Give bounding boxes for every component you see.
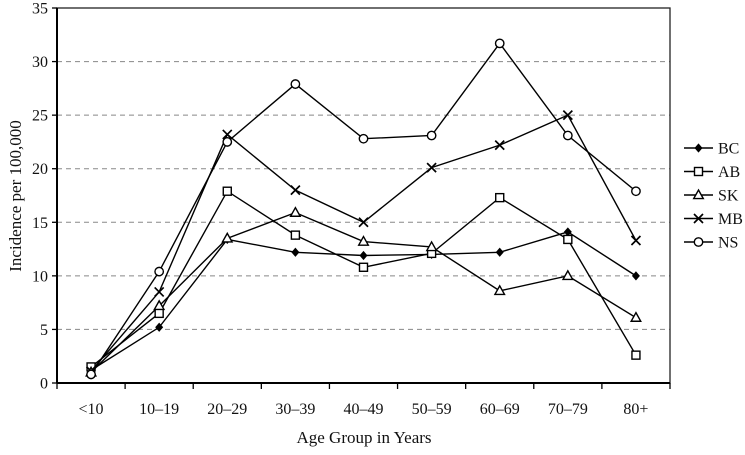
marker-square xyxy=(631,350,641,360)
marker-square xyxy=(154,308,164,319)
y-tick-label-25: 25 xyxy=(32,108,48,125)
y-tick-label-30: 30 xyxy=(32,54,48,71)
legend-label-SK: SK xyxy=(718,188,739,205)
marker-triangle xyxy=(221,231,234,243)
y-tick-label-20: 20 xyxy=(32,161,48,178)
marker-triangle xyxy=(425,240,438,252)
x-category-label-5: 50–59 xyxy=(412,401,452,418)
marker-circle xyxy=(631,186,641,197)
series-line-NS xyxy=(90,42,637,375)
marker-triangle xyxy=(692,188,705,200)
marker-circle xyxy=(562,130,573,141)
marker-square xyxy=(693,166,704,177)
legend-label-NS: NS xyxy=(718,235,738,252)
x-category-label-3: 30–39 xyxy=(275,401,315,418)
marker-x xyxy=(562,110,573,121)
marker-circle xyxy=(154,266,165,277)
plot-border xyxy=(56,7,671,384)
marker-x xyxy=(693,213,704,224)
marker-square xyxy=(222,186,232,196)
y-tick-label-5: 5 xyxy=(40,322,48,339)
marker-diamond xyxy=(291,247,300,257)
marker-circle xyxy=(86,369,96,380)
x-category-label-8: 80+ xyxy=(623,401,648,418)
marker-diamond xyxy=(155,322,164,332)
legend-label-MB: MB xyxy=(718,211,743,228)
marker-x xyxy=(494,140,505,151)
x-category-label-1: 10–19 xyxy=(139,401,179,418)
marker-circle xyxy=(693,237,704,247)
legend-label-AB: AB xyxy=(718,164,740,181)
x-category-label-2: 20–29 xyxy=(207,401,247,418)
marker-circle xyxy=(494,38,505,49)
marker-x xyxy=(426,162,437,173)
marker-square xyxy=(495,192,505,203)
marker-diamond xyxy=(694,143,703,153)
marker-square xyxy=(563,234,573,245)
marker-x xyxy=(154,286,165,298)
marker-diamond xyxy=(563,227,572,237)
marker-circle xyxy=(358,133,369,144)
x-category-label-4: 40–49 xyxy=(344,401,384,418)
marker-triangle xyxy=(357,235,370,246)
x-category-label-6: 60–69 xyxy=(480,401,520,418)
marker-circle xyxy=(426,130,437,141)
marker-triangle xyxy=(153,299,166,311)
marker-x xyxy=(222,129,233,140)
marker-circle xyxy=(222,137,233,147)
marker-diamond xyxy=(631,271,640,281)
y-tick-label-35: 35 xyxy=(32,1,48,18)
marker-circle xyxy=(290,79,301,89)
y-tick-label-10: 10 xyxy=(32,268,48,285)
y-tick-label-0: 0 xyxy=(40,376,48,393)
x-category-label-0: <10 xyxy=(79,401,104,418)
marker-triangle xyxy=(493,284,506,296)
marker-diamond xyxy=(495,247,504,257)
marker-triangle xyxy=(629,311,642,322)
marker-x xyxy=(630,235,642,246)
x-axis-title: Age Group in Years xyxy=(296,428,432,447)
marker-x xyxy=(290,185,301,196)
marker-square xyxy=(290,230,301,240)
y-tick-label-15: 15 xyxy=(32,215,48,232)
marker-square xyxy=(358,262,369,272)
marker-diamond xyxy=(359,250,368,261)
marker-triangle xyxy=(289,206,302,217)
marker-x xyxy=(358,217,369,228)
legend-label-BC: BC xyxy=(718,141,739,158)
marker-triangle xyxy=(561,269,574,281)
x-category-label-7: 70–79 xyxy=(548,401,588,418)
